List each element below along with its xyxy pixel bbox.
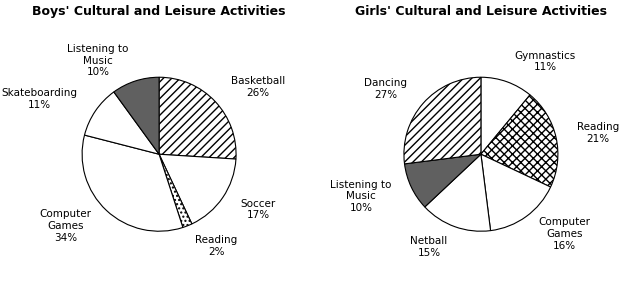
Text: Listening to
Music
10%: Listening to Music 10% [330,180,392,213]
Text: Listening to
Music
10%: Listening to Music 10% [67,44,129,77]
Title: Girls' Cultural and Leisure Activities: Girls' Cultural and Leisure Activities [355,5,607,18]
Wedge shape [159,154,236,224]
Text: Skateboarding
11%: Skateboarding 11% [1,88,77,110]
Wedge shape [84,92,159,154]
Text: Netball
15%: Netball 15% [410,236,447,258]
Wedge shape [481,77,530,154]
Title: Boys' Cultural and Leisure Activities: Boys' Cultural and Leisure Activities [33,5,286,18]
Wedge shape [404,154,481,207]
Wedge shape [159,154,192,228]
Text: Gymnastics
11%: Gymnastics 11% [515,51,575,72]
Text: Basketball
26%: Basketball 26% [231,76,285,97]
Wedge shape [159,77,236,159]
Text: Soccer
17%: Soccer 17% [241,199,276,220]
Wedge shape [425,154,491,231]
Text: Computer
Games
34%: Computer Games 34% [40,210,92,243]
Text: Reading
2%: Reading 2% [195,235,237,257]
Wedge shape [404,77,481,164]
Wedge shape [481,154,550,230]
Wedge shape [82,135,183,231]
Wedge shape [481,95,558,187]
Wedge shape [114,77,159,154]
Text: Computer
Games
16%: Computer Games 16% [539,217,591,251]
Text: Reading
21%: Reading 21% [577,122,620,143]
Text: Dancing
27%: Dancing 27% [364,78,407,100]
